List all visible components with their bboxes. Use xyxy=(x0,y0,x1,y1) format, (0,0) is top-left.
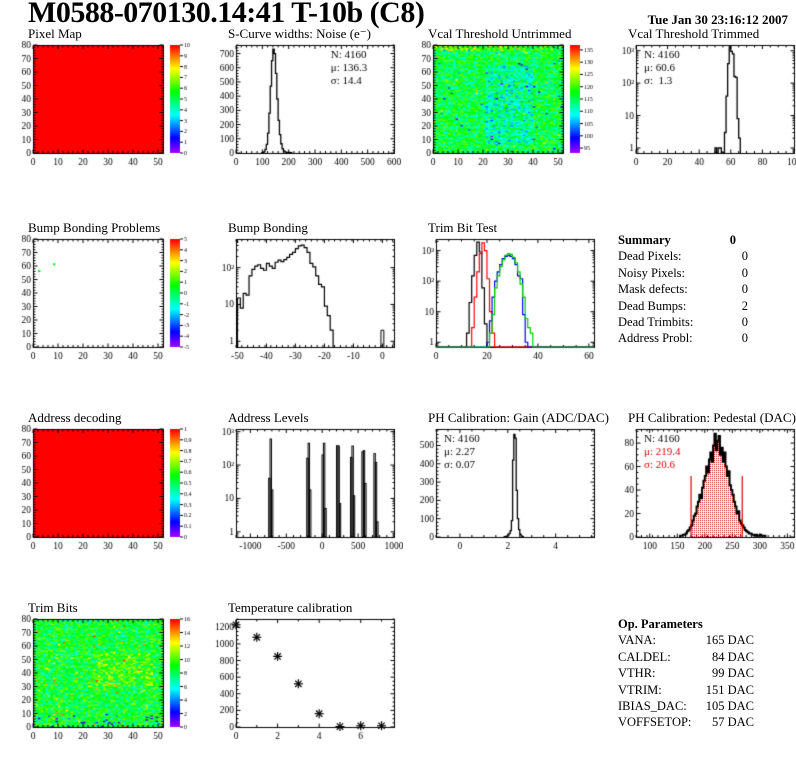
bump-bonding-panel: Bump Bonding xyxy=(206,221,404,411)
op-parameters-title: Op. Parameters xyxy=(618,617,703,631)
vcal-trimmed-canvas xyxy=(606,40,796,168)
temperature-calibration-canvas xyxy=(206,614,403,742)
vcal-trimmed-panel: Vcal Threshold Trimmed xyxy=(606,27,796,217)
summary-panel: Summary 0 Dead Pixels: 0 Noisy Pixels: 0 M… xyxy=(618,232,748,347)
timestamp: Tue Jan 30 23:16:12 2007 xyxy=(647,12,788,27)
page-title: M0588-070130.14:41 T-10b (C8) xyxy=(28,0,425,29)
bump-bonding-problems-panel: Bump Bonding Problems xyxy=(6,221,204,411)
trim-bits-canvas xyxy=(6,614,203,742)
plot-title-trim-bit-test: Trim Bit Test xyxy=(428,220,498,235)
plot-title-vcal-untrimmed: Vcal Threshold Untrimmed xyxy=(428,26,572,41)
plot-title-pixel-map: Pixel Map xyxy=(28,26,82,41)
summary-header: Summary 0 xyxy=(618,232,748,248)
trim-bits-panel: Trim Bits xyxy=(6,601,204,772)
summary-row: Dead Bumps: 2 xyxy=(618,298,748,313)
temperature-calibration-panel: Temperature calibration xyxy=(206,601,404,772)
ph-gain-canvas xyxy=(406,424,603,552)
address-levels-panel: Address Levels xyxy=(206,411,404,601)
op-parameter-row: IBIAS_DAC: 105 DAC xyxy=(618,699,754,714)
plot-title-bump-bonding: Bump Bonding xyxy=(228,220,308,235)
ph-pedestal-canvas xyxy=(606,424,796,552)
op-parameter-row: CALDEL: 84 DAC xyxy=(618,649,754,664)
summary-total: 0 xyxy=(729,233,736,247)
bump-bonding-problems-canvas xyxy=(6,234,203,362)
address-decoding-panel: Address decoding xyxy=(6,411,204,601)
op-parameters-header: Op. Parameters xyxy=(618,616,754,632)
ph-gain-panel: PH Calibration: Gain (ADC/DAC) xyxy=(406,410,609,601)
plot-title-ph-pedestal: PH Calibration: Pedestal (DAC) xyxy=(628,410,796,425)
plot-title-address-levels: Address Levels xyxy=(228,410,309,425)
pixel-map-canvas xyxy=(6,40,203,168)
plot-title-address-decoding: Address decoding xyxy=(28,410,122,425)
plot-title-bump-bonding-problems: Bump Bonding Problems xyxy=(28,220,161,235)
summary-title: Summary xyxy=(618,233,671,247)
plot-title-vcal-trimmed: Vcal Threshold Trimmed xyxy=(628,26,760,41)
plot-title-ph-gain: PH Calibration: Gain (ADC/DAC) xyxy=(428,410,609,425)
bump-bonding-canvas xyxy=(206,234,403,362)
op-parameter-row: VOFFSETOP: 57 DAC xyxy=(618,715,754,730)
op-parameter-row: VANA: 165 DAC xyxy=(618,633,754,648)
summary-row: Noisy Pixels: 0 xyxy=(618,265,748,280)
plot-title-temperature-calibration: Temperature calibration xyxy=(228,600,353,615)
plot-title-s-curve-noise: S-Curve widths: Noise (e⁻) xyxy=(228,26,371,41)
summary-row: Mask defects: 0 xyxy=(618,282,748,297)
op-parameters-panel: Op. Parameters VANA: 165 DAC CALDEL: 84 DA… xyxy=(618,616,754,731)
address-decoding-canvas xyxy=(6,424,203,552)
s-curve-noise-panel: S-Curve widths: Noise (e⁻) xyxy=(206,27,404,217)
address-levels-canvas xyxy=(206,424,403,552)
summary-row: Dead Pixels: 0 xyxy=(618,249,748,264)
summary-row: Dead Trimbits: 0 xyxy=(618,315,748,330)
vcal-untrimmed-panel: Vcal Threshold Untrimmed xyxy=(406,27,604,217)
summary-row: Address Probl: 0 xyxy=(618,331,748,346)
trim-bit-test-canvas xyxy=(406,234,603,362)
op-parameter-row: VTHR: 99 DAC xyxy=(618,666,754,681)
s-curve-noise-canvas xyxy=(206,40,403,168)
trim-bit-test-panel: Trim Bit Test xyxy=(406,221,604,411)
ph-pedestal-panel: PH Calibration: Pedestal (DAC) xyxy=(606,411,796,601)
vcal-untrimmed-canvas xyxy=(406,40,603,168)
op-parameter-row: VTRIM: 151 DAC xyxy=(618,682,754,697)
plot-title-trim-bits: Trim Bits xyxy=(28,600,78,615)
pixel-map-panel: Pixel Map xyxy=(6,27,204,217)
